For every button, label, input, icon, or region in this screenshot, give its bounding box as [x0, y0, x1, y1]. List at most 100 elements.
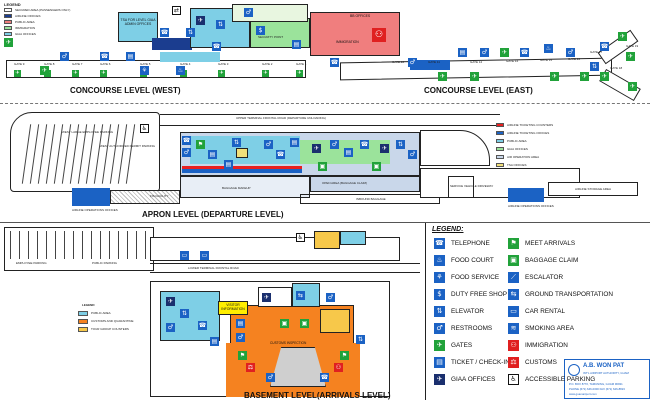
legend-row-label: ELEVATOR [451, 307, 485, 315]
basement-map-icon: ✈ [166, 297, 175, 306]
giaa-offices-icon: ✈ [434, 373, 445, 385]
legend-row-label: DUTY FREE SHOP [451, 290, 507, 298]
airline-storage-label: AIRLINE STORAGE AREA [575, 187, 611, 191]
apron-legend-swatch [496, 163, 504, 167]
lower-road-label: LOWER TERMINAL FRONTAL ROAD [188, 266, 239, 270]
parking-stripe [127, 231, 128, 259]
apron-legend-label: PUBLIC AREA [507, 139, 527, 143]
parking-stripe [37, 231, 38, 259]
basement-map-icon: ▤ [210, 337, 219, 346]
concourse-map-icon: ⚘ [140, 66, 149, 75]
ticket-offices-blue [182, 169, 302, 173]
parking-stripe [91, 231, 92, 259]
legend-row-label: GATES [451, 341, 473, 349]
gate-label-west: GATE 4 [180, 62, 191, 66]
apron-map-icon: ⇅ [232, 138, 241, 147]
concourse-map-icon: ♨ [544, 44, 553, 53]
concourse-map-icon: ⇅ [590, 62, 599, 71]
upper-frontal-road [160, 114, 500, 126]
tsa-admin-offices [118, 12, 158, 42]
basement-map-icon: ♂ [266, 373, 275, 382]
west-employee-parking-label: WEST LARGE EMPLOYEE PARKING [62, 130, 114, 134]
parking-stripe [55, 231, 56, 259]
apron-legend-label: TSA OFFICES [507, 163, 527, 167]
airline-ops-east [508, 188, 544, 202]
customs-label: CUSTOMS INSPECTION [270, 341, 307, 345]
tour-group-yellow [320, 309, 350, 333]
basement-top-road [150, 237, 400, 261]
basement-map-icon: ⇅ [356, 335, 365, 344]
meet-arrivals-icon: ⚑ [508, 237, 519, 249]
basement-map-icon: ⇆ [296, 291, 305, 300]
visitor-info-label: VISITOR INFORMATION [221, 303, 245, 311]
apron-map-icon: ☎ [360, 140, 369, 149]
legend-row-label: MEET ARRIVALS [525, 239, 576, 247]
apron-legend-label: AIRLINE TICKETING COUNTERS [507, 123, 554, 127]
legend-row-label: FOOD SERVICE [451, 273, 500, 281]
concourse-legend-swatch [4, 32, 12, 36]
gate-label-east: GATE 11 [428, 60, 440, 64]
basement-map-icon: ♂ [166, 323, 175, 332]
concourse-legend-label: GIAA OFFICES [15, 32, 36, 36]
concourse-map-icon: ☎ [160, 28, 169, 37]
concourse-map-icon: ⇅ [186, 28, 195, 37]
concourse-map-icon: ▤ [126, 52, 135, 61]
parking-stripe [28, 231, 29, 259]
west-parking-lot [10, 112, 160, 192]
basement-legend-title: LEGEND [82, 303, 95, 307]
divider-line-1 [0, 103, 650, 104]
open-area-baggage [310, 176, 420, 192]
apron-section: WEST LARGE EMPLOYEE PARKING WEST AUTHORI… [0, 104, 650, 219]
gates-icon: ✈ [434, 339, 445, 351]
immigration-icon: ⚇ [372, 28, 386, 42]
concourse-map-icon: ☎ [212, 42, 221, 51]
concourse-map-icon: ✈ [600, 72, 609, 81]
west-permit-parking-label: WEST AUTHORIZED PERMIT PARKING [100, 144, 156, 148]
legend-row: ✈ GATES [434, 339, 472, 351]
giaa-office-cyan [340, 231, 366, 245]
concourse-map-icon: ✈ [438, 72, 447, 81]
bb-offices-label: BB OFFICES [350, 14, 371, 18]
public-area-red-block [310, 12, 400, 56]
concourse-map-icon: ⇄ [172, 6, 181, 15]
gate-icon: ✈ [218, 70, 225, 77]
legend-row: ▤ TICKET / CHECK-IN [434, 356, 510, 368]
logo-name: A.B. WON PAT [583, 363, 625, 369]
car-rental-icon: ▭ [508, 305, 519, 317]
parking-stripe [64, 231, 65, 259]
accessible-parking-icon: ♿ [508, 373, 519, 385]
upper-road-label: UPPER TERMINAL FRONTAL ROAD (DEPARTURE U… [236, 116, 326, 120]
ground-transport-icon: ⇆ [508, 288, 519, 300]
employee-parking-label: EMPLOYEE PARKING [16, 261, 47, 265]
gate-label-west: GATE 1 [296, 62, 307, 66]
concourse-map-icon: ✈ [618, 32, 627, 41]
concourse-map-icon: ✈ [196, 16, 205, 25]
basement-map-icon: ⚇ [334, 363, 343, 372]
concourse-map-icon: $ [256, 26, 265, 35]
escalator-icon: ⟋ [508, 271, 519, 283]
concourse-map-icon: ☎ [520, 48, 529, 57]
basement-level-label: BASEMENT LEVEL(ARRIVALS LEVEL) [244, 391, 391, 400]
apron-legend-swatch [496, 147, 504, 151]
public-parking-label: PUBLIC PARKING [92, 261, 117, 265]
apron-map-icon: ☎ [182, 136, 191, 145]
apron-east-road [420, 130, 490, 166]
legend-row: ▭ CAR RENTAL [508, 305, 565, 317]
legend-row: ⚘ FOOD SERVICE [434, 271, 499, 283]
legend-row: ⚖ CUSTOMS [508, 356, 557, 368]
legend-row-label: IMMIGRATION [525, 341, 568, 349]
legend-row-label: GIAA OFFICES [451, 375, 496, 383]
concourse-map-icon: ✈ [500, 48, 509, 57]
ticket-checkin-icon: ▤ [434, 356, 445, 368]
parking-stripe [145, 231, 146, 259]
legend-row-label: GROUND TRANSPORTATION [525, 290, 613, 298]
legend-row: ♨ FOOD COURT [434, 254, 494, 266]
apron-map-icon: ⇅ [396, 140, 405, 149]
basement-map-icon: ▣ [300, 319, 309, 328]
concourse-section: LEGEND SECURED AREA (PASSENGERS ONLY) AIR… [0, 0, 650, 112]
concourse-map-icon: ✈ [40, 66, 49, 75]
parking-stripe [100, 231, 101, 259]
apron-map-icon: ▤ [344, 148, 353, 157]
logo-line3: PHONE (671) 646-0300 FAX (671) 646-8823 [569, 387, 625, 391]
